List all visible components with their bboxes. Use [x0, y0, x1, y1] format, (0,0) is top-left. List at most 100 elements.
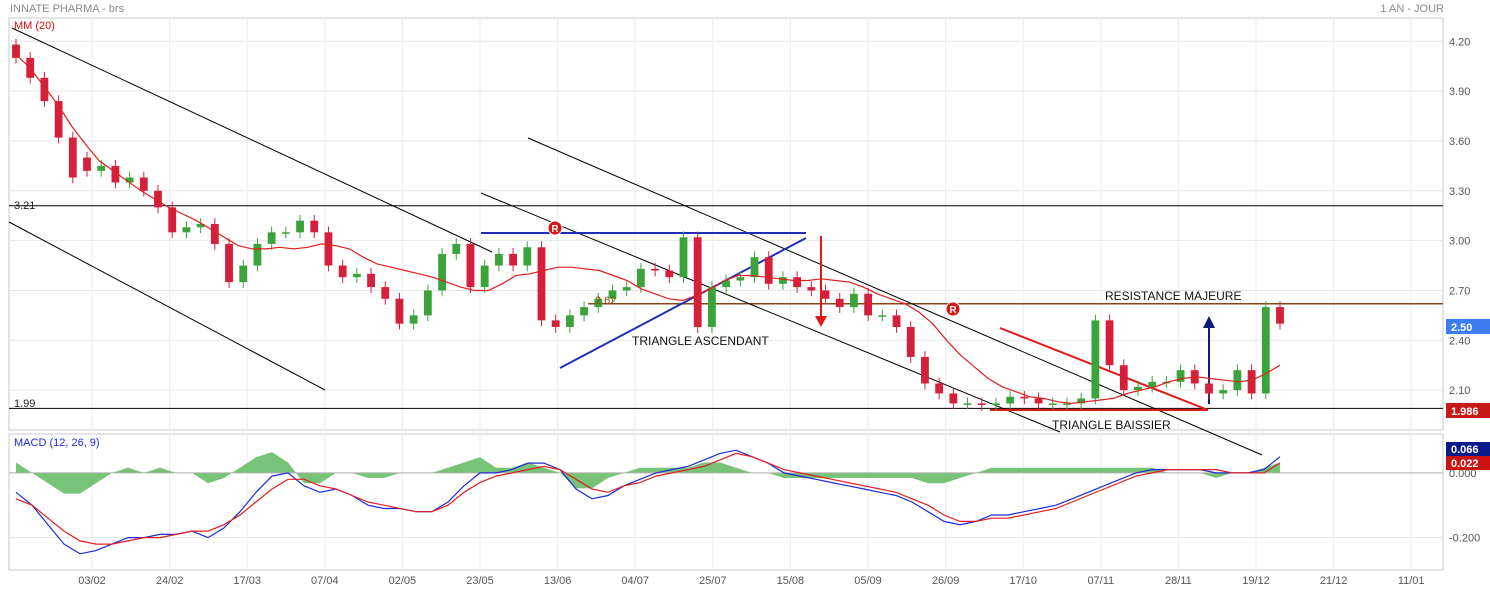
- candle-body: [935, 383, 944, 394]
- candle-body: [12, 44, 20, 58]
- candle-body: [594, 298, 603, 308]
- x-tick-label: 17/03: [233, 575, 261, 587]
- candle-body: [892, 315, 901, 327]
- instrument-title: INNATE PHARMA - brs: [10, 3, 125, 15]
- candle-body: [509, 253, 517, 266]
- candle-body: [821, 290, 830, 299]
- macd-value: 0.066: [1451, 444, 1479, 456]
- candle-body: [608, 290, 617, 299]
- price-tick-label: 2.10: [1449, 385, 1470, 397]
- candle-body: [807, 287, 816, 291]
- candle-body: [764, 257, 773, 284]
- x-tick-label: 23/05: [466, 575, 494, 587]
- candle-body: [97, 165, 106, 171]
- candles-layer: [12, 38, 1284, 411]
- x-tick-label: 05/09: [854, 575, 882, 587]
- signal-line: [15, 452, 1281, 545]
- x-tick-label: 26/09: [932, 575, 960, 587]
- candle-body: [1148, 381, 1157, 387]
- annotation-triangle-ascendant: TRIANGLE ASCENDANT: [632, 334, 769, 348]
- candle-body: [40, 77, 49, 102]
- ma-legend: MM (20): [14, 20, 55, 32]
- candle-body: [1219, 390, 1228, 394]
- macd-legend: MACD (12, 26, 9): [14, 437, 100, 449]
- candle-body: [878, 315, 887, 317]
- candle-body: [125, 177, 134, 183]
- candle-body: [651, 268, 660, 271]
- level-label-2-62: 2.62: [595, 295, 616, 307]
- candle-body: [622, 287, 631, 291]
- macd-y-axis: 0.000 -0.200: [1449, 468, 1480, 545]
- candle-body: [409, 315, 418, 324]
- candle-body: [239, 265, 248, 283]
- resistance-marker-icon: [945, 301, 961, 317]
- macd-histogram: [9, 452, 1443, 494]
- candle-body: [111, 165, 120, 183]
- candle-body: [1134, 386, 1142, 391]
- x-tick-label: 02/05: [389, 575, 417, 587]
- moving-average-line: [15, 54, 1281, 405]
- candle-body: [551, 320, 560, 327]
- candle-body: [1261, 307, 1270, 394]
- last-price-value: 2.50: [1451, 322, 1472, 334]
- trendline: [527, 137, 1263, 456]
- candle-body: [1077, 398, 1086, 404]
- resistance-marker-letter: R: [551, 224, 559, 235]
- resistance-marker-letter: R: [949, 305, 957, 316]
- candle-body: [1119, 365, 1128, 391]
- candle-body: [281, 232, 290, 234]
- candle-body: [438, 253, 446, 291]
- candle-body: [679, 237, 688, 278]
- candle-body: [452, 243, 461, 254]
- candle-body: [636, 268, 645, 288]
- x-tick-label: 24/02: [156, 575, 184, 587]
- resistance-marker-icon: [547, 220, 563, 236]
- candle-body: [580, 307, 588, 316]
- candle-body: [779, 277, 787, 284]
- candle-body: [139, 177, 148, 191]
- trendline: [8, 221, 326, 391]
- price-tick-label: 3.00: [1449, 236, 1470, 248]
- candle-body: [850, 293, 858, 308]
- candle-body: [182, 227, 191, 233]
- candle-body: [722, 280, 731, 288]
- x-tick-label: 04/07: [621, 575, 649, 587]
- macd-line: [15, 449, 1281, 555]
- candle-body: [267, 232, 276, 244]
- last-price-badge: [1446, 319, 1490, 334]
- candle-body: [1091, 320, 1100, 399]
- candle-body: [949, 393, 958, 404]
- candle-body: [1048, 403, 1057, 405]
- up-arrow-head: [1203, 316, 1215, 328]
- macd-tick-label: 0.000: [1449, 468, 1477, 480]
- macd-tick-label: -0.200: [1449, 533, 1480, 545]
- candle-body: [154, 190, 162, 208]
- candle-body: [1276, 307, 1284, 324]
- candle-body: [977, 403, 986, 406]
- macd-value-badge: [1446, 442, 1490, 456]
- candle-body: [693, 237, 702, 327]
- candle-body: [324, 232, 333, 266]
- price-tick-label: 2.70: [1449, 285, 1470, 297]
- candle-body: [1233, 370, 1242, 391]
- candle-body: [168, 207, 177, 233]
- candle-body: [352, 273, 361, 278]
- candle-body: [196, 224, 205, 228]
- x-tick-label: 21/12: [1320, 575, 1348, 587]
- signal-value: 0.022: [1451, 458, 1479, 470]
- candle-body: [225, 243, 233, 283]
- candle-body: [523, 247, 532, 266]
- candle-body: [835, 298, 844, 308]
- x-tick-label: 03/02: [78, 575, 106, 587]
- candle-body: [367, 273, 375, 288]
- candle-body: [708, 287, 716, 327]
- price-tick-label: 2.40: [1449, 335, 1470, 347]
- signal-value-badge: [1446, 456, 1490, 470]
- candle-body: [906, 327, 915, 357]
- candle-body: [750, 257, 759, 278]
- candle-body: [494, 253, 503, 266]
- candle-body: [963, 403, 972, 405]
- candle-body: [466, 243, 475, 288]
- x-axis: 03/02 24/02 17/03 07/04 02/05 23/05 13/06 04/07…: [78, 575, 1424, 587]
